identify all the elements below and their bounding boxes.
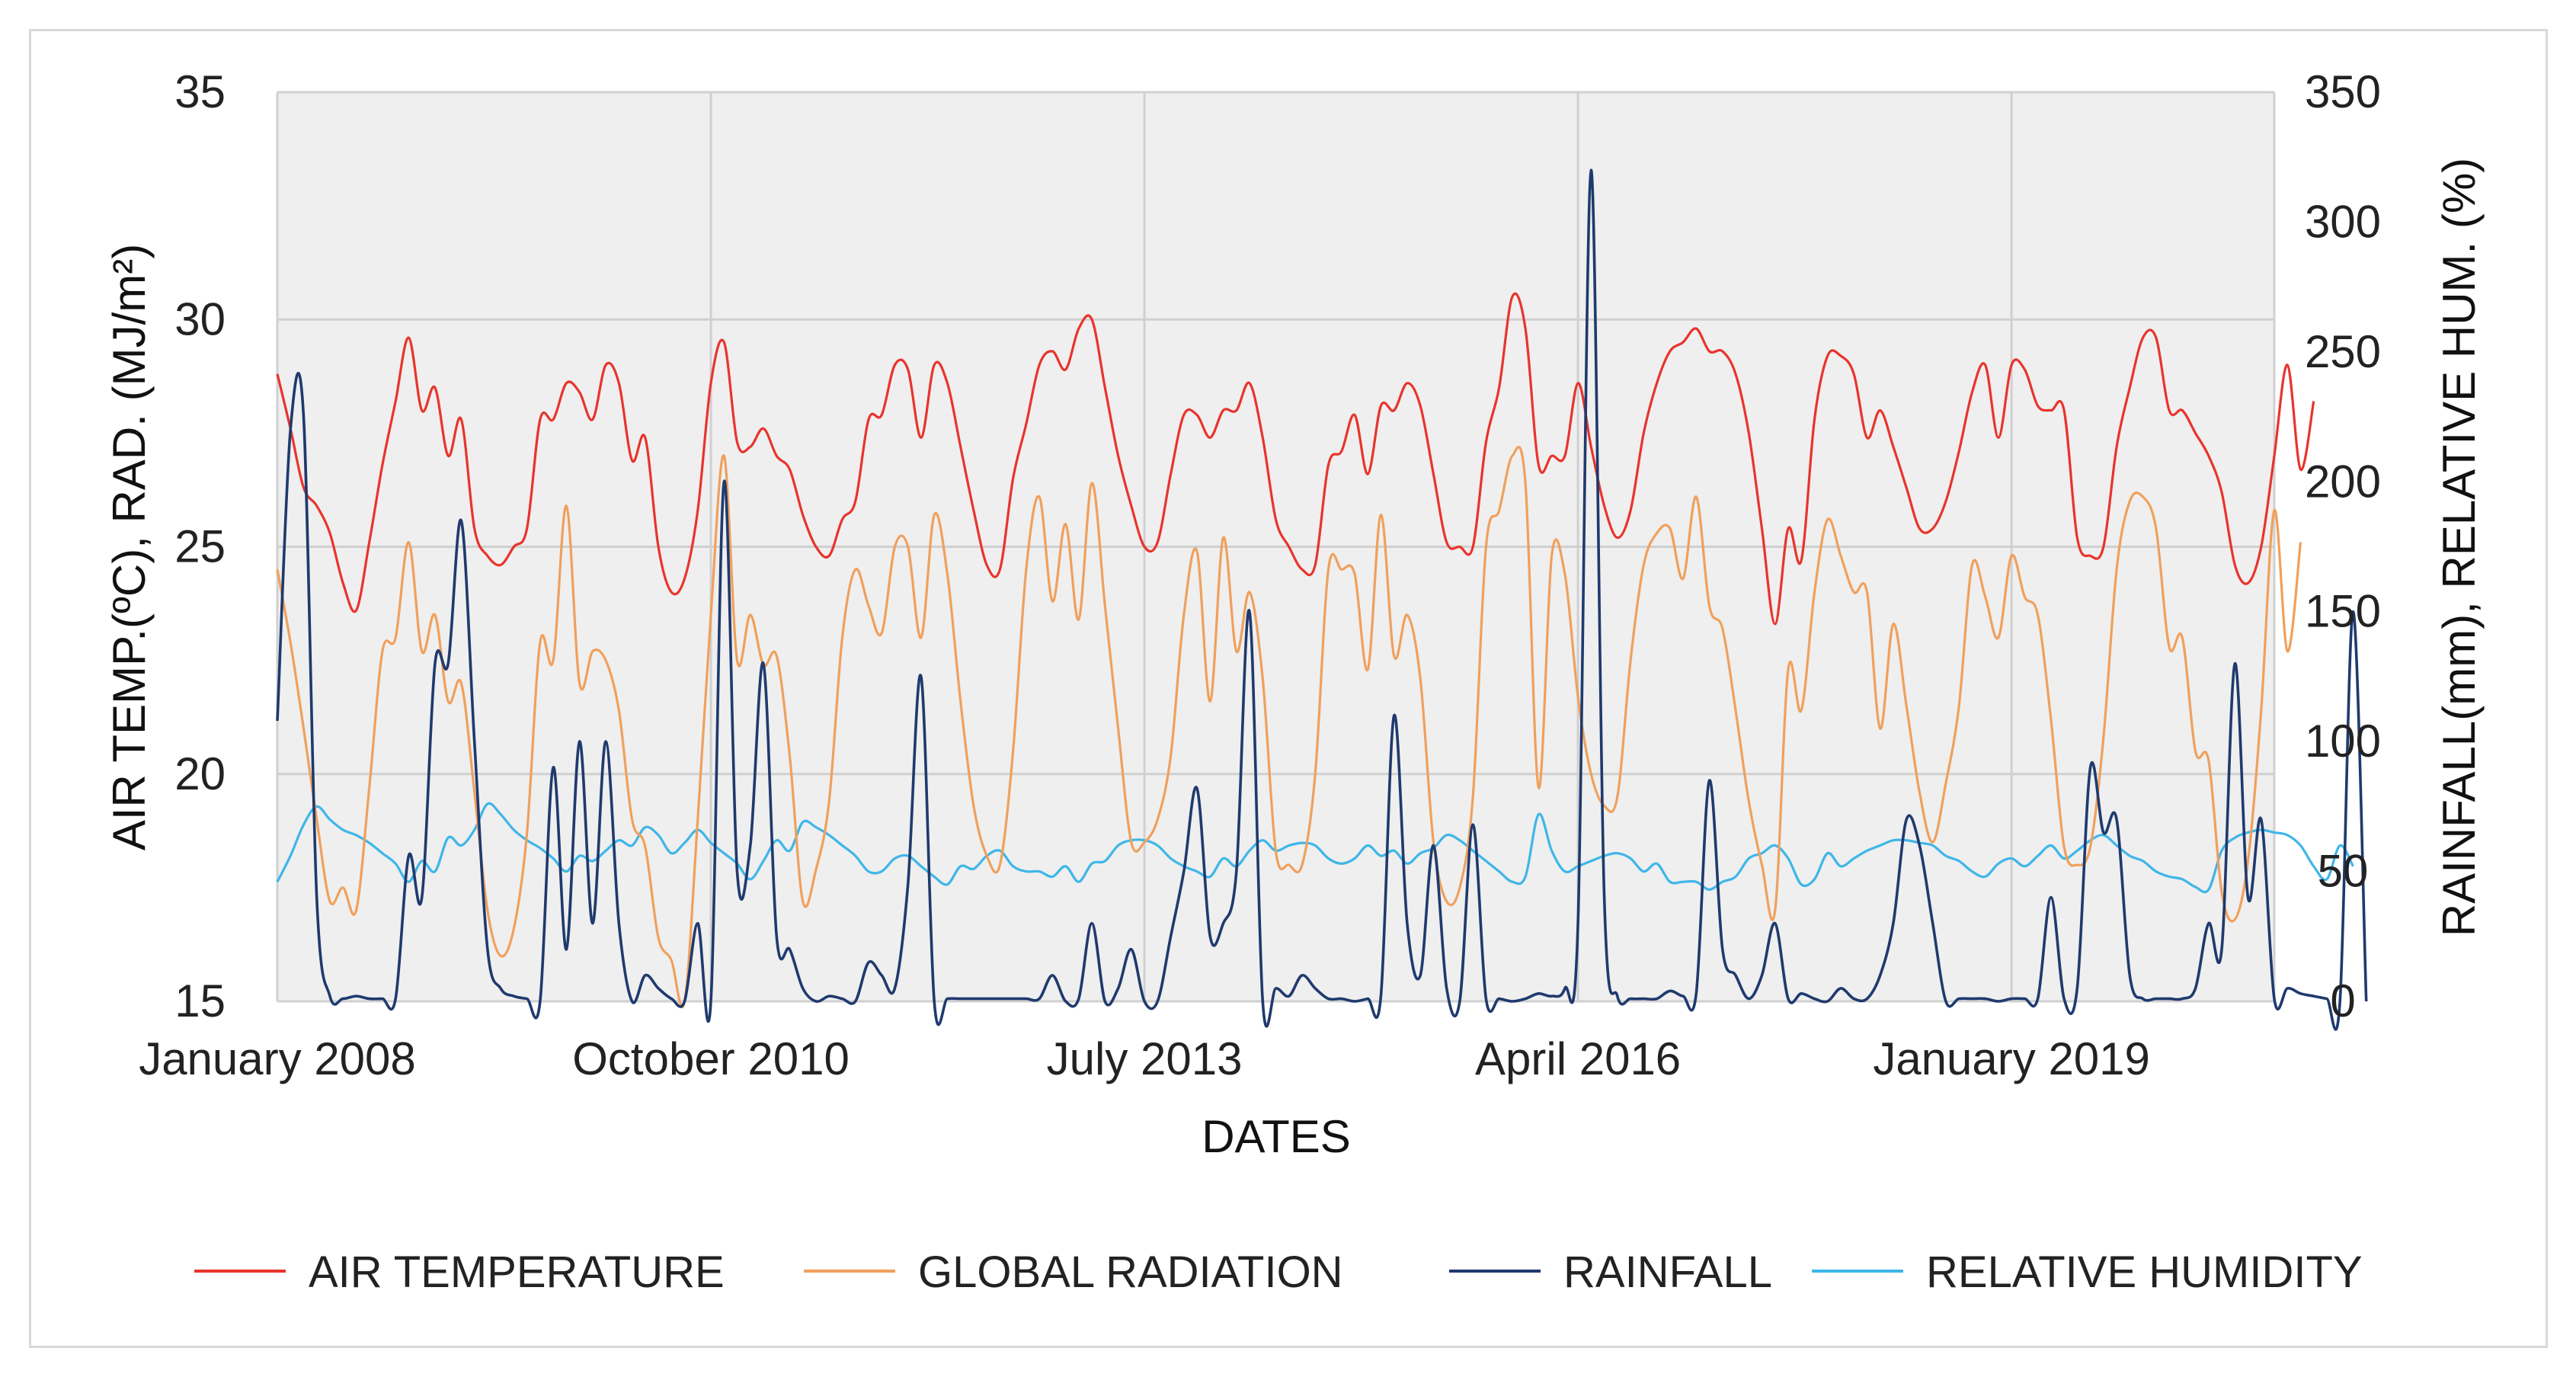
right-axis-ticks: 0 50 100 150 200 250 300 350 (2305, 66, 2381, 1026)
relative-humidity-line (276, 802, 2354, 894)
left-tick-label: 35 (174, 66, 226, 117)
gridlines (276, 91, 2276, 1003)
right-axis-title: RAINFALL(mm), RELATIVE HUM. (%) (2434, 158, 2485, 937)
legend-label: RELATIVE HUMIDITY (1926, 1247, 2363, 1297)
legend-label: GLOBAL RADIATION (918, 1247, 1343, 1297)
x-tick-label: April 2016 (1475, 1033, 1681, 1084)
air-temperature-line (276, 292, 2315, 626)
x-tick-label: October 2010 (572, 1033, 850, 1084)
right-tick-label: 50 (2318, 846, 2369, 897)
left-axis-ticks: 15 20 25 30 35 (174, 66, 226, 1026)
x-tick-label: January 2008 (139, 1033, 416, 1084)
left-tick-label: 25 (174, 521, 226, 572)
legend-item: RELATIVE HUMIDITY (1812, 1247, 2363, 1297)
left-tick-label: 20 (174, 748, 226, 799)
legend-item: RAINFALL (1449, 1247, 1772, 1297)
right-tick-label: 250 (2305, 326, 2381, 377)
global-radiation-line (276, 446, 2302, 1009)
right-tick-label: 350 (2305, 66, 2381, 117)
legend-label: RAINFALL (1563, 1247, 1772, 1297)
x-tick-label: July 2013 (1047, 1033, 1243, 1084)
rainfall-line (276, 168, 2368, 1031)
legend-label: AIR TEMPERATURE (309, 1247, 725, 1297)
right-tick-label: 0 (2330, 975, 2355, 1026)
right-tick-label: 100 (2305, 716, 2381, 767)
x-axis-title: DATES (1202, 1111, 1351, 1162)
x-axis-ticks: January 2008 October 2010 July 2013 April 2… (139, 1033, 2150, 1084)
legend: AIR TEMPERATURE GLOBAL RADIATION RAINFALL R… (194, 1247, 2363, 1297)
right-tick-label: 150 (2305, 586, 2381, 637)
left-tick-label: 15 (174, 975, 226, 1026)
right-tick-label: 200 (2305, 456, 2381, 507)
right-tick-label: 300 (2305, 196, 2381, 247)
left-tick-label: 30 (174, 293, 226, 344)
left-axis-title: AIR TEMP.(ºC), RAD. (MJ/m²) (104, 244, 155, 850)
legend-item: GLOBAL RADIATION (804, 1247, 1343, 1297)
legend-item: AIR TEMPERATURE (194, 1247, 725, 1297)
x-tick-label: January 2019 (1873, 1033, 2150, 1084)
series-layer (276, 168, 2368, 1031)
